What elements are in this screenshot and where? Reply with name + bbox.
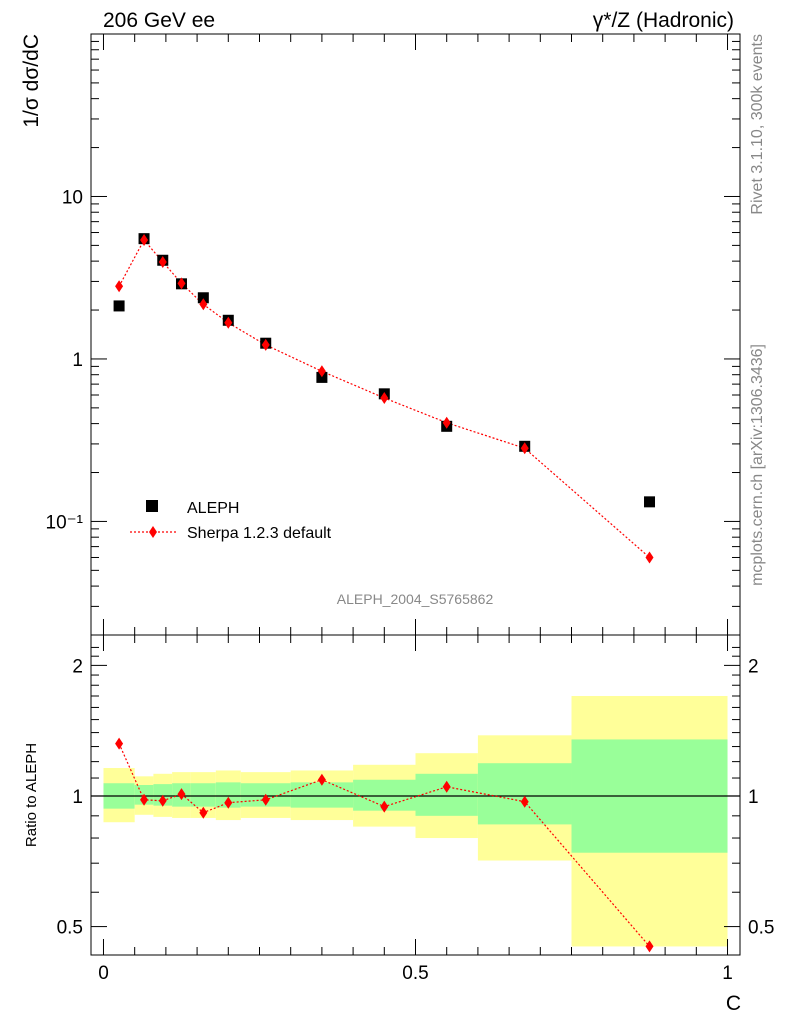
ratio-y-axis: 2 2 1 1 0.5 0.5 xyxy=(57,646,774,939)
analysis-watermark: ALEPH_2004_S5765862 xyxy=(337,591,494,607)
aleph-point xyxy=(197,292,209,304)
ratio-x-tick-label: 0 xyxy=(98,963,109,984)
aleph-point xyxy=(316,371,328,383)
ratio-y-tick-label-right: 2 xyxy=(748,656,759,677)
ratio-y-tick-label: 2 xyxy=(72,656,83,677)
sherpa-point xyxy=(115,280,124,293)
ratio-y-tick-label: 1 xyxy=(72,787,83,808)
ratio-y-axis-title: Ratio to ALEPH xyxy=(23,743,40,847)
header-right-label: γ*/Z (Hadronic) xyxy=(593,9,734,32)
legend-aleph-marker xyxy=(146,500,158,512)
main-data-points xyxy=(113,233,656,564)
legend-sherpa-label: Sherpa 1.2.3 default xyxy=(187,525,332,542)
ratio-y-tick-label-right: 0.5 xyxy=(748,918,774,939)
aleph-point xyxy=(113,300,125,312)
sherpa-point xyxy=(199,298,208,311)
sherpa-ratio-point xyxy=(177,788,186,801)
x-axis-title: C xyxy=(726,992,741,1015)
sherpa-ratio-point xyxy=(115,737,124,750)
mcplots-label: mcplots.cern.ch [arXiv:1306.3436] xyxy=(749,344,766,586)
main-plot-border xyxy=(90,33,741,636)
sherpa-ratio-point xyxy=(380,800,389,813)
inner-band xyxy=(415,773,478,816)
legend: ALEPH Sherpa 1.2.3 default xyxy=(130,500,332,542)
sherpa-ratio-point xyxy=(317,773,326,786)
sherpa-point xyxy=(520,442,529,455)
sherpa-ratio-point xyxy=(158,794,167,807)
main-y-tick-label: 1 xyxy=(72,350,83,371)
sherpa-ratio-point xyxy=(140,793,149,806)
ratio-y-tick-label-right: 1 xyxy=(748,787,759,808)
ratio-data-points xyxy=(115,737,654,953)
sherpa-point xyxy=(177,277,186,290)
legend-sherpa-marker xyxy=(149,526,157,538)
header-left-label: 206 GeV ee xyxy=(103,9,215,32)
inner-band xyxy=(290,782,354,808)
rivet-version-label: Rivet 3.1.10, 300k events xyxy=(749,34,766,215)
main-y-axis: 10 1 10⁻¹ xyxy=(46,40,740,636)
sherpa-point xyxy=(317,365,326,378)
inner-band xyxy=(190,783,216,807)
sherpa-ratio-point xyxy=(199,806,208,819)
main-frame xyxy=(90,33,741,636)
main-y-tick-label: 10⁻¹ xyxy=(46,512,84,533)
sherpa-point xyxy=(380,392,389,405)
sherpa-point xyxy=(442,416,451,429)
sherpa-point xyxy=(645,551,654,564)
legend-aleph-label: ALEPH xyxy=(187,500,239,517)
sherpa-point xyxy=(224,316,233,329)
ratio-y-tick-label: 0.5 xyxy=(57,918,83,939)
sherpa-ratio-point xyxy=(645,940,654,953)
main-y-tick-label: 10 xyxy=(62,187,83,208)
sherpa-point xyxy=(261,338,270,351)
ratio-x-tick-label: 1 xyxy=(722,963,733,984)
sherpa-point xyxy=(158,256,167,269)
main-y-axis-title: 1/σ dσ/dC xyxy=(20,34,43,128)
sherpa-point xyxy=(140,233,149,246)
ratio-uncertainty-bands xyxy=(103,696,728,947)
sherpa-ratio-point xyxy=(442,780,451,793)
aleph-point xyxy=(644,496,656,508)
ratio-x-axis: 0 0.5 1 xyxy=(98,635,733,984)
sherpa-ratio-point xyxy=(261,793,270,806)
sherpa-ratio-point xyxy=(224,796,233,809)
inner-band xyxy=(477,763,572,825)
sherpa-ratio-point xyxy=(520,795,529,808)
ratio-x-tick-label: 0.5 xyxy=(402,963,428,984)
